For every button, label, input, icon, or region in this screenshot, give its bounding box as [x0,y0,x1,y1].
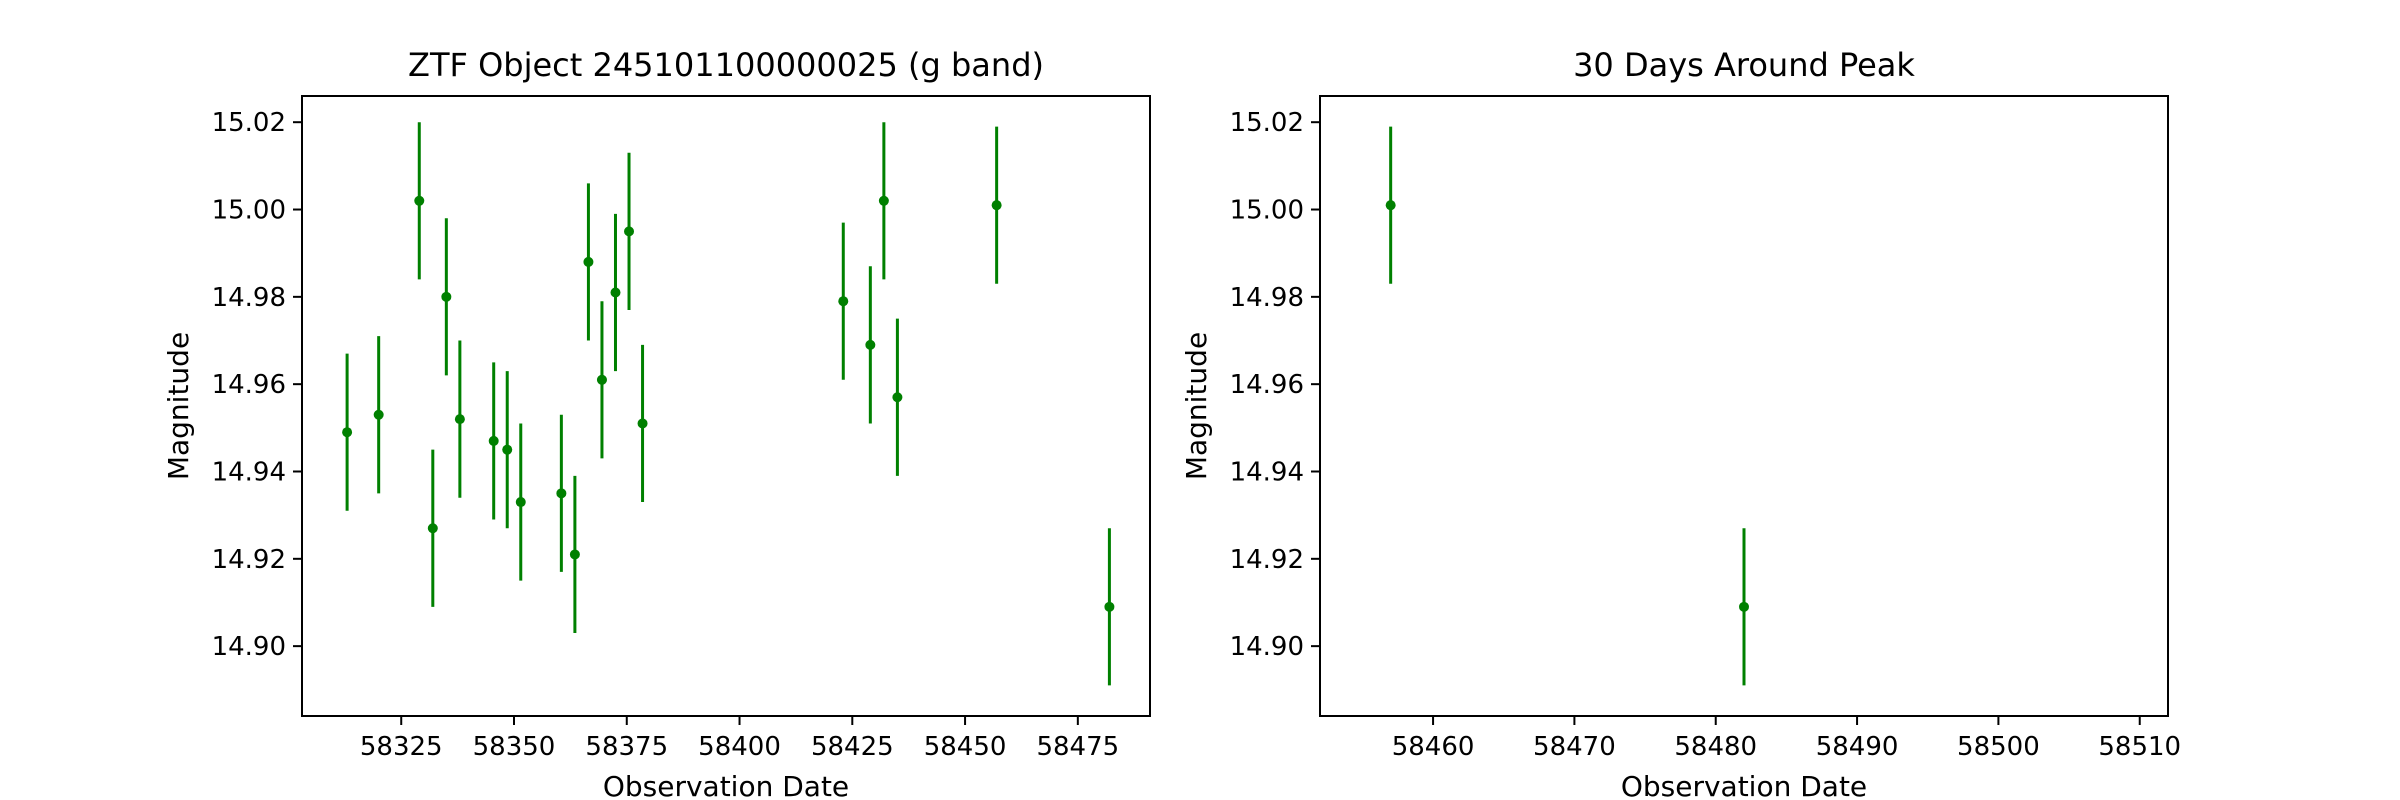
light-curve-data-point [1104,601,1115,612]
peak-window-x-axis-label: Observation Date [1621,770,1867,800]
light-curve-data-point [610,287,621,298]
peak-window-x-tick-label: 58470 [1533,732,1616,762]
peak-window-data-point [1739,601,1749,612]
light-curve-data-point [454,414,465,425]
peak-window-y-ticks: 14.90 14.92 14.94 14.96 14.98 15.00 15.02 [1230,108,1320,662]
peak-window-y-tick-label: 14.98 [1230,283,1304,313]
light-curve-data-point [502,444,513,455]
peak-window-x-tick-label: 58510 [2098,732,2181,762]
peak-window-y-tick-label: 15.00 [1230,196,1304,226]
light-curve-data-point [373,409,384,420]
peak-window-y-tick-label: 14.94 [1230,457,1304,487]
light-curve-y-tick-label: 15.02 [212,108,286,138]
light-curve-x-tick-label: 58475 [1036,732,1119,762]
light-curve-data-point [991,200,1002,211]
peak-window-x-tick-label: 58460 [1392,732,1475,762]
peak-window-points [1385,126,1749,686]
light-curve-data-point [838,296,849,307]
peak-window-y-tick-label: 14.90 [1230,632,1304,662]
peak-window-panel: 30 Days Around Peak 58460 58470 58480 58490… [1180,46,2181,800]
peak-window-x-ticks: 58460 58470 58480 58490 58500 58510 [1392,716,2181,762]
peak-window-y-tick-label: 14.92 [1230,545,1304,575]
light-curve-data-point [427,523,438,534]
light-curve-plot-frame [301,95,1151,717]
peak-window-y-tick-label: 15.02 [1230,108,1304,138]
peak-window-y-tick-label: 14.96 [1230,370,1304,400]
light-curve-data-point [865,339,876,350]
peak-window-title: 30 Days Around Peak [1573,46,1915,84]
light-curve-x-tick-label: 58325 [360,732,443,762]
light-curve-x-axis-label: Observation Date [603,770,849,800]
light-curve-title: ZTF Object 245101100000025 (g band) [408,46,1044,84]
light-curve-x-tick-label: 58350 [473,732,556,762]
peak-window-y-axis-label: Magnitude [1180,332,1213,480]
light-curve-y-tick-label: 14.92 [212,545,286,575]
light-curve-data-point [892,392,903,403]
light-curve-data-point [878,195,889,206]
light-curve-x-tick-label: 58400 [698,732,781,762]
peak-window-x-tick-label: 58480 [1674,732,1757,762]
light-curve-y-tick-label: 14.90 [212,632,286,662]
light-curve-data-point [596,374,607,385]
light-curve-data-point [515,497,526,508]
light-curve-points [342,122,1115,686]
light-curve-x-tick-label: 58375 [585,732,668,762]
light-curve-y-tick-label: 15.00 [212,196,286,226]
peak-window-x-tick-label: 58500 [1957,732,2040,762]
light-curve-x-tick-label: 58450 [924,732,1007,762]
light-curve-data-point [624,226,635,237]
light-curve-data-point [441,291,452,302]
light-curve-x-tick-label: 58425 [811,732,894,762]
light-curve-y-ticks: 14.90 14.92 14.94 14.96 14.98 15.00 15.02 [212,108,302,662]
light-curve-x-ticks: 58325 58350 58375 58400 58425 58450 58475 [360,716,1119,762]
light-curve-data-point [414,195,425,206]
peak-window-plot-frame [1319,95,2169,717]
light-curve-y-tick-label: 14.96 [212,370,286,400]
light-curve-data-point [342,427,353,438]
peak-window-x-tick-label: 58490 [1816,732,1899,762]
light-curve-data-point [488,435,499,446]
peak-window-data-point [1385,200,1396,211]
light-curve-y-tick-label: 14.94 [212,457,286,487]
light-curve-data-point [569,549,580,560]
light-curve-y-tick-label: 14.98 [212,283,286,313]
light-curve-data-point [583,256,594,267]
light-curve-data-point [637,418,648,429]
light-curve-y-axis-label: Magnitude [162,332,195,480]
light-curve-data-point [556,488,567,499]
light-curve-panel: ZTF Object 245101100000025 (g band) 5832… [162,46,1151,800]
